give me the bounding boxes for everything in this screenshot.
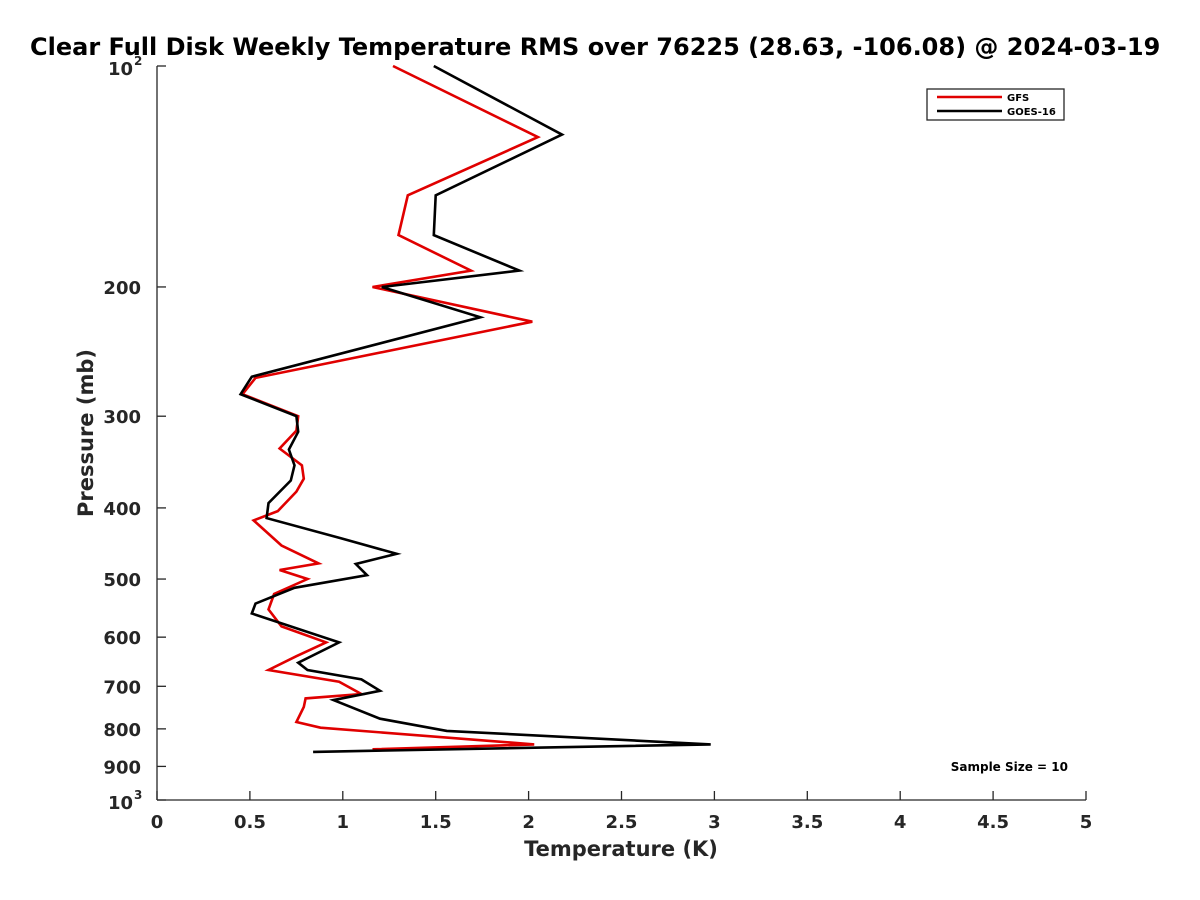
series-line-goes-16	[238, 64, 711, 754]
x-tick-label: 0	[151, 812, 164, 833]
series-line-gfs	[240, 64, 541, 751]
x-tick-label: 2.5	[606, 812, 638, 833]
x-tick-label: 1.5	[420, 812, 452, 833]
y-tick-label: 800	[103, 720, 141, 741]
x-tick-label: 2	[522, 812, 535, 833]
x-axis-label: Temperature (K)	[524, 837, 718, 861]
x-tick-label: 4	[894, 812, 907, 833]
chart-title: Clear Full Disk Weekly Temperature RMS o…	[30, 33, 1160, 61]
y-tick-label: 900	[103, 757, 141, 778]
x-tick-label: 5	[1080, 812, 1093, 833]
legend-label: GOES-16	[1007, 107, 1056, 118]
legend: GFS GOES-16	[926, 88, 1065, 121]
plot-area: 0 0.5 1 1.5 2 2.5 3 3.5 4 4.5 510 22003004005006007…	[103, 54, 1092, 833]
y-tick-label: 700	[103, 677, 141, 698]
y-tick-label: 10	[108, 59, 133, 80]
y-tick-label: 300	[103, 407, 141, 428]
sample-size-annotation: Sample Size = 10	[951, 760, 1068, 774]
y-tick-exponent: 3	[134, 788, 142, 802]
x-tick-label: 3.5	[791, 812, 823, 833]
y-tick-exponent: 2	[134, 54, 142, 68]
x-tick-label: 0.5	[234, 812, 266, 833]
x-tick-label: 4.5	[977, 812, 1009, 833]
x-tick-label: 1	[337, 812, 350, 833]
legend-box	[926, 88, 1065, 121]
x-tick-label: 3	[708, 812, 721, 833]
y-tick-label: 500	[103, 570, 141, 591]
y-tick-label: 600	[103, 628, 141, 649]
y-tick-label: 400	[103, 499, 141, 520]
y-tick-label: 10	[108, 793, 133, 814]
y-tick-label: 200	[103, 278, 141, 299]
y-axis-label: Pressure (mb)	[74, 349, 98, 517]
legend-label: GFS	[1007, 93, 1029, 104]
